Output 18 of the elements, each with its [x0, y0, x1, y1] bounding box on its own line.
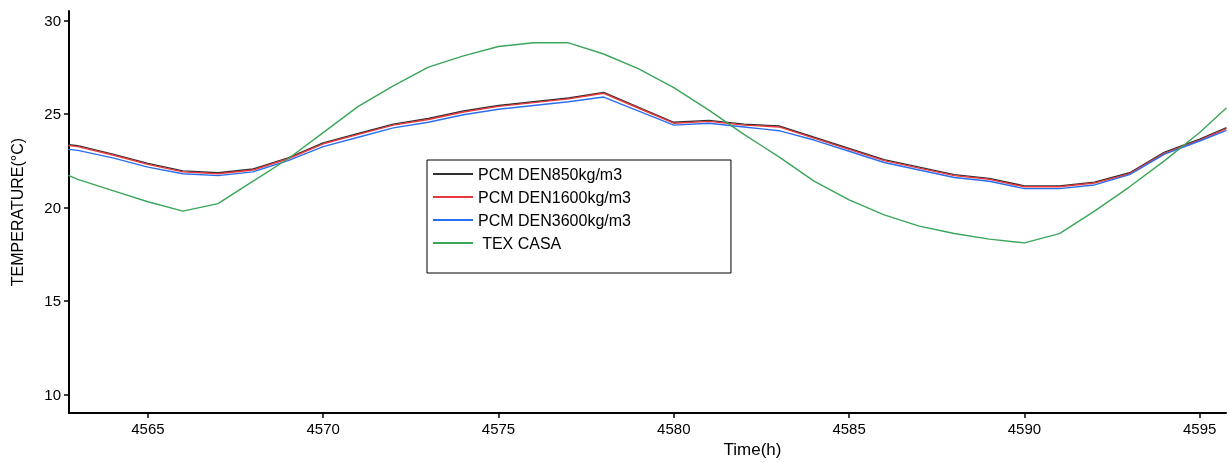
x-axis-title: Time(h)	[723, 440, 782, 459]
x-tick-label: 4595	[1183, 420, 1217, 438]
x-tick-label: 4565	[131, 420, 165, 438]
x-tick-label: 4585	[832, 420, 866, 438]
y-tick-label: 30	[44, 11, 61, 29]
legend-label: TEX CASA	[478, 234, 562, 252]
legend-label: PCM DEN1600kg/m3	[478, 188, 632, 206]
x-tick-label: 4570	[306, 420, 340, 438]
x-tick-label: 4575	[481, 420, 516, 438]
legend-label: PCM DEN850kg/m3	[478, 165, 623, 183]
y-tick-label: 25	[44, 105, 61, 123]
y-tick-label: 15	[44, 292, 61, 310]
y-tick-label: 20	[44, 198, 61, 216]
y-axis-title: TEMPERATURE(°C)	[8, 137, 26, 287]
y-tick-label: 10	[44, 385, 61, 403]
legend-label: PCM DEN3600kg/m3	[478, 211, 632, 229]
x-tick-label: 4590	[1007, 420, 1042, 438]
x-tick-label: 4580	[657, 420, 691, 438]
